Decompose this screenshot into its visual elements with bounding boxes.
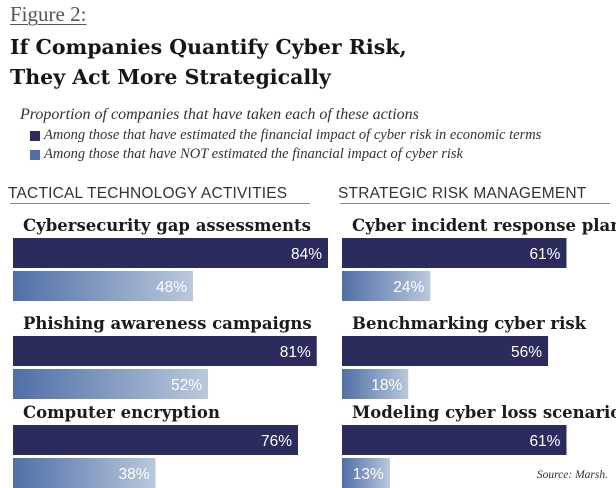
bar-not-estimated-cyber-incident-response-plans [342,271,431,301]
data-label-estimated-benchmarking-cyber-risk: 56% [511,344,542,361]
data-label-not-estimated-benchmarking-cyber-risk: 18% [371,377,402,394]
source-note: Source: Marsh. [536,469,608,481]
data-label-not-estimated-cyber-incident-response-plans: 24% [393,279,424,296]
chart-title-line-1: If Companies Quantify Cyber Risk, [10,35,407,59]
data-label-not-estimated-phishing-awareness-campaigns: 52% [171,377,202,394]
bar-not-estimated-computer-encryption [13,458,156,488]
bar-not-estimated-phishing-awareness-campaigns [13,369,208,399]
bar-estimated-cybersecurity-gap-assessments [13,238,328,268]
bar-not-estimated-modeling-cyber-loss-scenarios [342,458,390,488]
panel-title-strategic: STRATEGIC RISK MANAGEMENT [338,185,587,202]
data-label-estimated-cybersecurity-gap-assessments: 84% [291,246,322,263]
legend-label-not-estimated: Among those that have NOT estimated the … [44,146,463,162]
legend-item-estimated: Among those that have estimated the fina… [30,127,614,144]
category-label-cyber-incident-response-plans: Cyber incident response plans [352,216,616,235]
panel-divider-strategic [340,203,610,204]
chart-subtitle: Proportion of companies that have taken … [20,106,419,123]
bar-estimated-benchmarking-cyber-risk [342,336,549,366]
data-label-not-estimated-modeling-cyber-loss-scenarios: 13% [353,466,384,483]
category-label-phishing-awareness-campaigns: Phishing awareness campaigns [23,314,312,333]
panel-divider-tactical [10,203,310,204]
bar-estimated-cyber-incident-response-plans [342,238,567,268]
category-label-modeling-cyber-loss-scenarios: Modeling cyber loss scenarios [352,403,616,422]
category-label-benchmarking-cyber-risk: Benchmarking cyber risk [352,314,587,333]
category-label-cybersecurity-gap-assessments: Cybersecurity gap assessments [23,216,311,235]
data-label-estimated-modeling-cyber-loss-scenarios: 61% [529,433,560,450]
bar-estimated-modeling-cyber-loss-scenarios [342,425,567,455]
figure-label: Figure 2: [10,2,87,26]
data-label-estimated-cyber-incident-response-plans: 61% [529,246,560,263]
bar-estimated-computer-encryption [13,425,298,455]
panel-title-tactical: TACTICAL TECHNOLOGY ACTIVITIES [8,185,288,202]
chart-title: If Companies Quantify Cyber Risk, They A… [10,32,407,92]
data-label-not-estimated-computer-encryption: 38% [118,466,149,483]
legend-label-estimated: Among those that have estimated the fina… [44,127,542,143]
chart-title-line-2: They Act More Strategically [10,65,331,89]
bar-estimated-phishing-awareness-campaigns [13,336,317,366]
data-label-estimated-phishing-awareness-campaigns: 81% [280,344,311,361]
legend-item-not-estimated: Among those that have NOT estimated the … [30,146,614,163]
bar-not-estimated-cybersecurity-gap-assessments [13,271,193,301]
legend-swatch-dark [30,131,40,141]
data-label-estimated-computer-encryption: 76% [261,433,292,450]
legend-swatch-light [30,150,40,160]
data-label-not-estimated-cybersecurity-gap-assessments: 48% [156,279,187,296]
category-label-computer-encryption: Computer encryption [23,403,220,422]
bar-not-estimated-benchmarking-cyber-risk [342,369,409,399]
